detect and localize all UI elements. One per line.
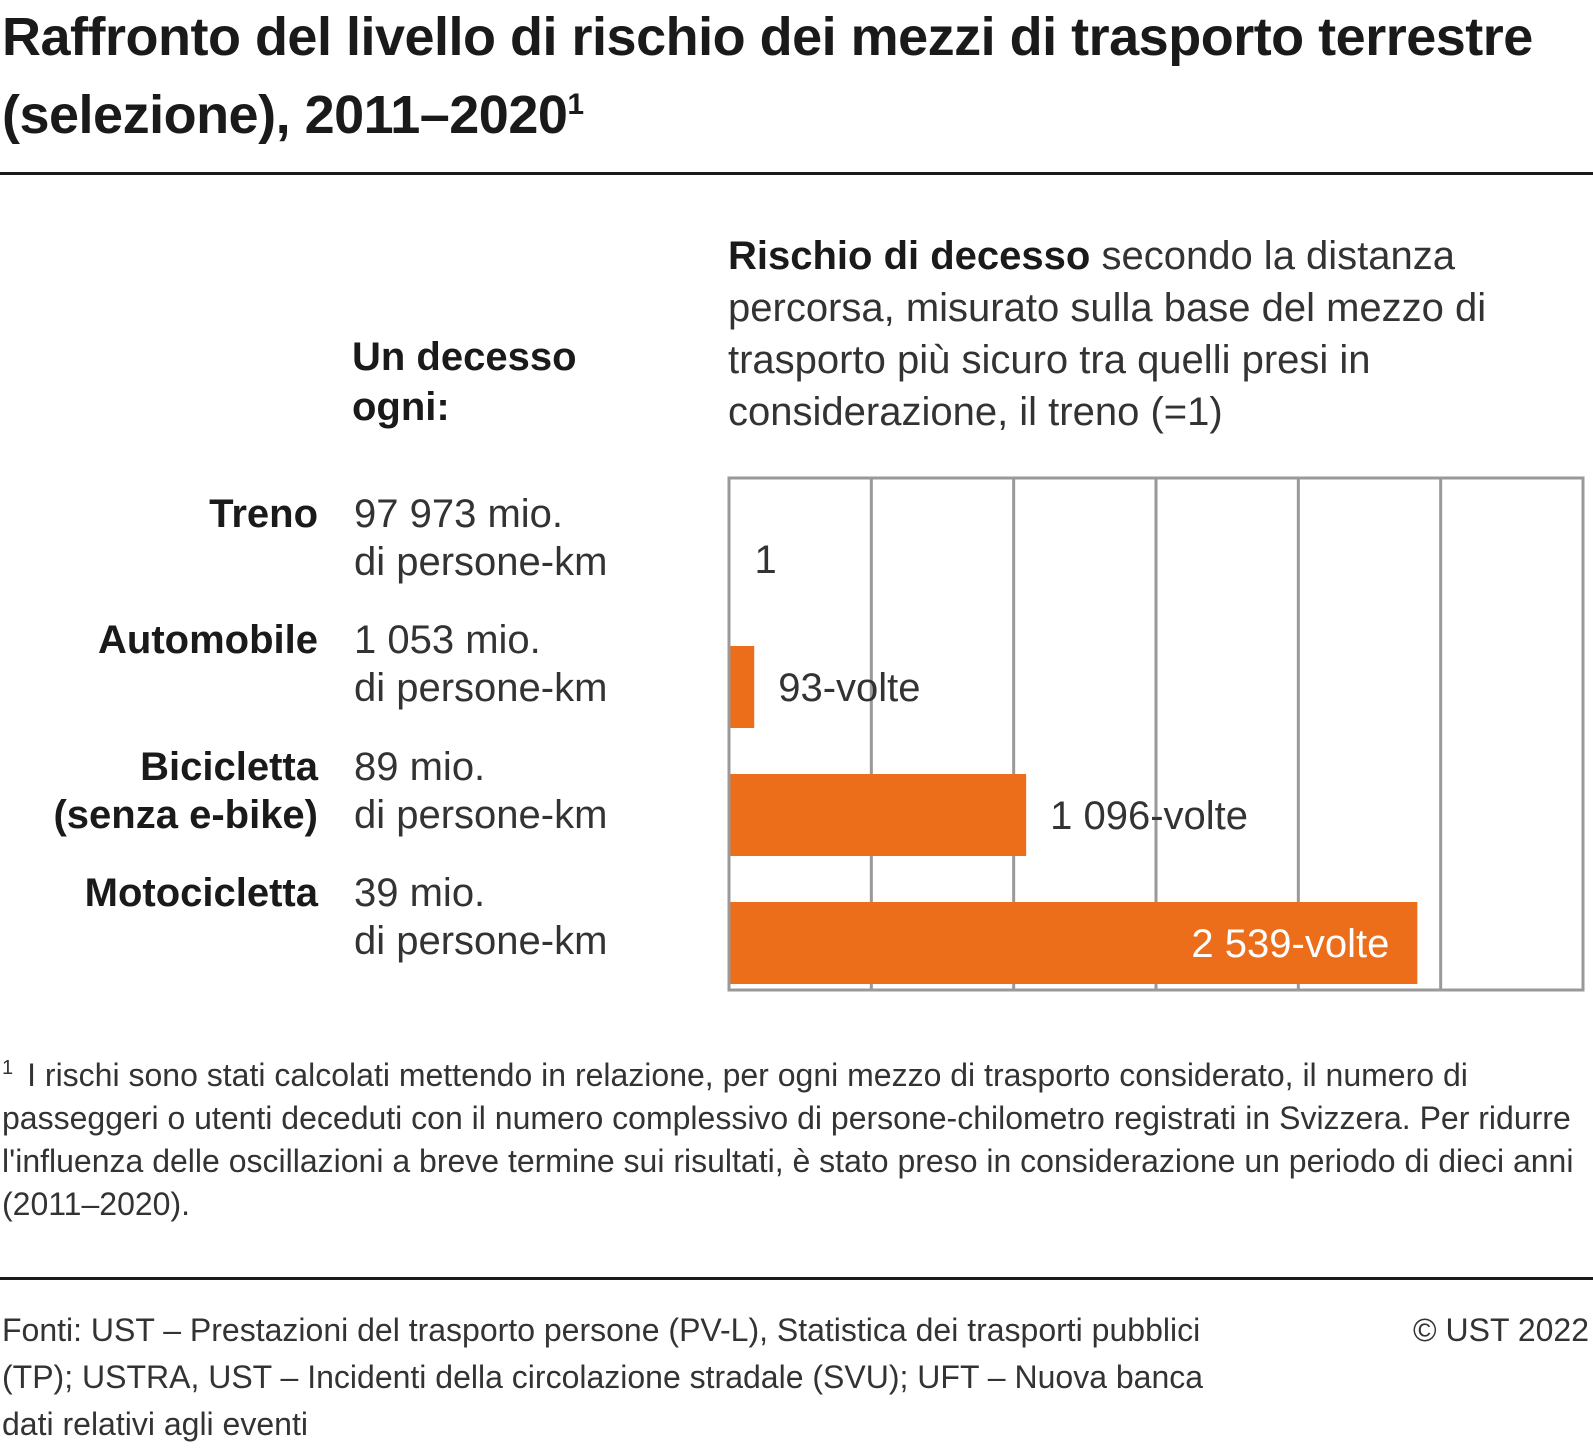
chart-description-text: secondo la distanza percorsa, misurato s… — [728, 234, 1487, 434]
row-value-line1: 1 053 mio. — [354, 618, 541, 662]
footnote-marker: 1 — [2, 1057, 14, 1080]
row-label-line1: Automobile — [98, 618, 318, 662]
sources-text: Fonti: UST – Prestazioni del trasporto p… — [2, 1312, 1204, 1442]
chart-description: Rischio di decesso secondo la distanza p… — [728, 230, 1578, 438]
row-value-line1: 39 mio. — [354, 871, 486, 915]
row-value-line2: di persone-km — [354, 540, 608, 584]
chart-title-text: Raffronto del livello di rischio dei mez… — [2, 7, 1533, 145]
title-footnote-marker: 1 — [567, 88, 584, 121]
row-label-bicicletta: Bicicletta (senza e-bike) — [0, 743, 318, 839]
row-value-automobile: 1 053 mio. di persone-km — [354, 616, 714, 712]
row-label-automobile: Automobile — [0, 616, 318, 664]
data-label-1: 1 — [755, 538, 777, 582]
footnote-text: I rischi sono stati calcolati mettendo i… — [2, 1057, 1574, 1222]
data-label-4: 2 539-volte — [1191, 922, 1389, 966]
chart-description-bold: Rischio di decesso — [728, 234, 1091, 278]
row-value-bicicletta: 89 mio. di persone-km — [354, 743, 714, 839]
bottom-rule — [0, 1277, 1593, 1280]
chart-title: Raffronto del livello di rischio dei mez… — [2, 0, 1562, 154]
row-label-line1: Treno — [209, 492, 318, 536]
row-value-line2: di persone-km — [354, 666, 608, 710]
data-label-3: 1 096-volte — [1050, 794, 1248, 838]
bar-chart: 1 93-volte 1 096-volte 2 539-volte — [727, 476, 1585, 992]
column-header: Un decesso ogni: — [352, 335, 577, 429]
bar-2 — [730, 646, 755, 728]
row-label-treno: Treno — [0, 490, 318, 538]
row-value-line2: di persone-km — [354, 793, 608, 837]
row-value-line1: 89 mio. — [354, 745, 486, 789]
bar-4 — [730, 902, 1418, 984]
bar-3 — [730, 774, 1027, 856]
row-label-motocicletta: Motocicletta — [0, 869, 318, 917]
copyright-text: © UST 2022 — [1413, 1312, 1589, 1348]
row-value-motocicletta: 39 mio. di persone-km — [354, 869, 714, 965]
row-value-line1: 97 973 mio. — [354, 492, 564, 536]
row-label-line1: Bicicletta — [140, 745, 318, 789]
row-label-line2: (senza e-bike) — [53, 793, 318, 837]
row-value-line2: di persone-km — [354, 919, 608, 963]
top-rule — [0, 172, 1593, 175]
row-value-treno: 97 973 mio. di persone-km — [354, 490, 714, 586]
data-label-2: 93-volte — [778, 666, 920, 710]
row-label-line1: Motocicletta — [84, 871, 318, 915]
